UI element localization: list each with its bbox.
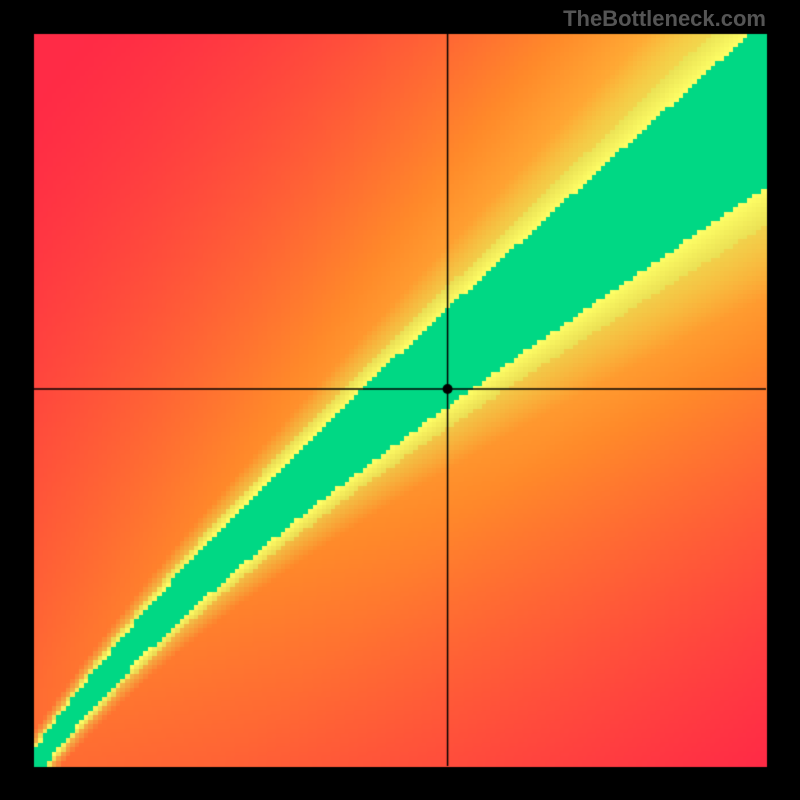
chart-container: TheBottleneck.com bbox=[0, 0, 800, 800]
watermark-text: TheBottleneck.com bbox=[563, 6, 766, 32]
heatmap-canvas bbox=[0, 0, 800, 800]
